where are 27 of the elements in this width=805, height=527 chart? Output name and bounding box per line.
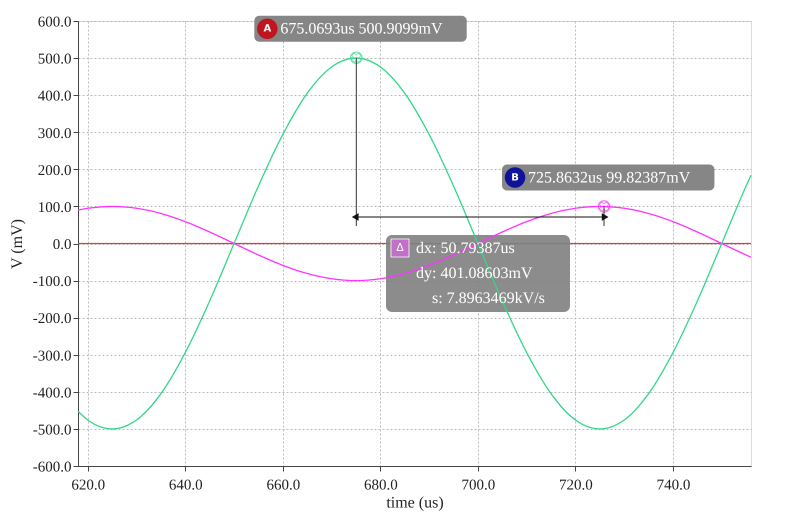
x-tick-label: 640.0 — [168, 478, 203, 494]
annotation: B — [511, 172, 519, 184]
y-tick-label: 400.0 — [38, 88, 72, 105]
x-tick-label: 740.0 — [656, 478, 690, 494]
y-tick-label: -200.0 — [32, 311, 72, 328]
annotation: A — [263, 24, 272, 35]
y-tick-label: 500.0 — [38, 52, 72, 68]
y-axis-title: V (mV) — [8, 219, 26, 269]
y-tick-label: -600.0 — [32, 460, 72, 476]
x-tick-label: 620.0 — [71, 478, 106, 494]
x-axis-title: time (us) — [386, 494, 444, 512]
y-tick-label: 300.0 — [38, 126, 72, 142]
annotation: 725.8632us 99.82387mV — [528, 169, 691, 186]
annotation: Δ — [396, 241, 404, 254]
x-tick-label: 720.0 — [559, 478, 593, 494]
annotation: 675.0693us 500.9099mV — [280, 20, 443, 38]
y-tick-label: 100.0 — [38, 200, 72, 216]
y-tick-label: -100.0 — [32, 274, 72, 290]
y-tick-label: -300.0 — [32, 348, 72, 364]
y-tick-label: -400.0 — [32, 385, 72, 402]
y-tick-label: 200.0 — [38, 162, 72, 179]
y-tick-label: -500.0 — [32, 422, 72, 438]
x-tick-label: 680.0 — [364, 478, 398, 494]
x-tick-label: 660.0 — [266, 478, 300, 494]
x-tick-label: 700.0 — [462, 478, 496, 494]
y-tick-label: 600.0 — [38, 14, 72, 30]
y-tick-label: 0.0 — [52, 237, 72, 253]
